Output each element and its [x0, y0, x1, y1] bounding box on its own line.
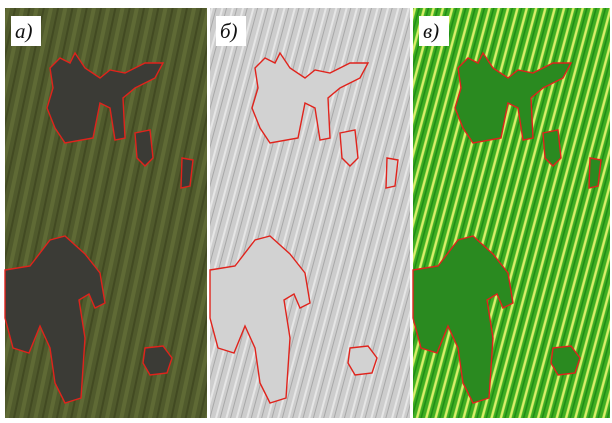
panel-relief: б) — [210, 8, 410, 418]
panel-satellite: а) — [5, 8, 207, 418]
panel-index: в) — [413, 8, 610, 418]
panel-background — [413, 8, 610, 418]
panel-background — [210, 8, 410, 418]
panel-label: а) — [15, 19, 33, 43]
panel-label: в) — [423, 19, 439, 43]
figure: а) б) в) — [0, 0, 612, 418]
page: а) б) в) (() => { const data = JSON.pars… — [0, 0, 612, 418]
panel-background — [5, 8, 207, 418]
panel-label: б) — [220, 19, 238, 43]
